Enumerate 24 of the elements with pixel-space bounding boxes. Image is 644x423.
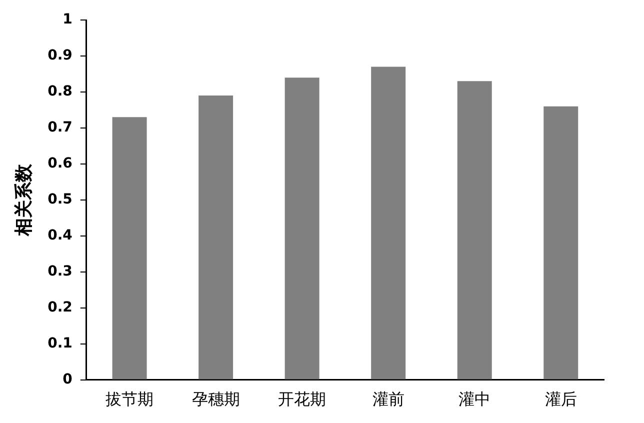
- y-tick-label: 0.1: [48, 335, 72, 352]
- bar: [112, 117, 147, 380]
- y-axis-title: 相关系数: [13, 162, 34, 237]
- x-tick-label: 灌前: [372, 390, 404, 409]
- bar: [284, 78, 320, 380]
- y-tick-label: 0.4: [48, 228, 73, 244]
- y-tick-label: 0.7: [48, 120, 72, 136]
- y-tick-label: 0.6: [48, 156, 72, 172]
- bar: [457, 81, 492, 380]
- y-tick-label: 0.8: [48, 84, 72, 100]
- bar: [544, 106, 578, 380]
- x-tick-label: 拔节期: [106, 390, 154, 409]
- x-tick-label: 孕穗期: [192, 390, 240, 409]
- bar: [198, 96, 234, 380]
- x-tick-label: 灌中: [458, 390, 491, 409]
- bar: [371, 66, 406, 380]
- y-tick-label: 0.2: [48, 299, 72, 316]
- x-tick-label: 灌后: [544, 390, 577, 409]
- x-tick-label: 开花期: [278, 390, 326, 409]
- y-tick-label: 0: [62, 371, 73, 388]
- y-tick-label: 1: [62, 12, 72, 28]
- y-tick-label: 0.3: [48, 264, 72, 280]
- y-tick-label: 0.9: [48, 48, 72, 64]
- y-tick-label: 0.5: [48, 192, 72, 208]
